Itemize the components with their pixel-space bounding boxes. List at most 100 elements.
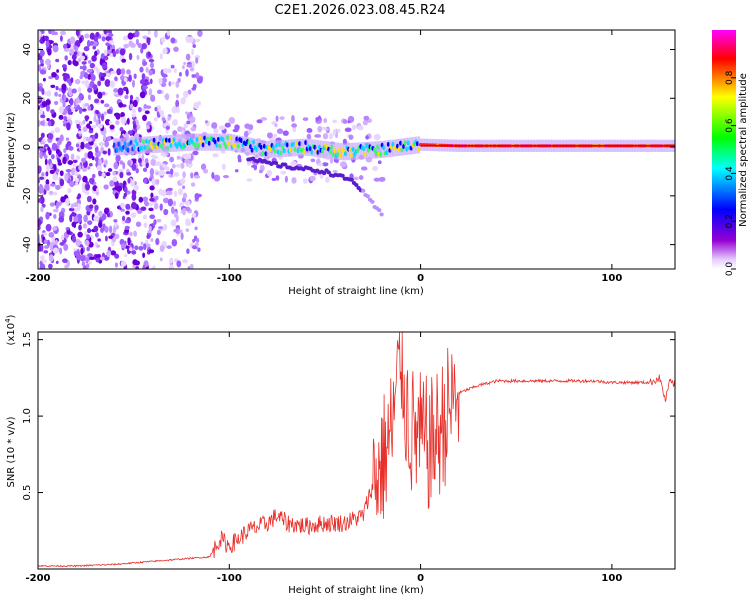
band-halo <box>162 135 165 153</box>
noise-speck <box>321 126 327 130</box>
band-halo <box>220 133 223 151</box>
noise-speck <box>43 239 48 244</box>
noise-speck <box>86 263 90 269</box>
noise-speck <box>86 195 92 203</box>
noise-speck <box>64 55 68 61</box>
noise-speck <box>69 180 75 188</box>
noise-speck <box>182 185 186 190</box>
noise-speck <box>100 99 105 104</box>
noise-speck <box>87 166 91 170</box>
band-halo <box>211 133 214 151</box>
noise-speck <box>130 212 137 218</box>
band-halo <box>407 137 410 155</box>
noise-speck <box>38 246 42 252</box>
noise-speck <box>101 36 106 42</box>
noise-speck <box>362 119 369 126</box>
noise-speck <box>158 226 164 230</box>
noise-speck <box>124 186 128 193</box>
noise-speck <box>189 67 195 72</box>
noise-speck <box>134 30 140 38</box>
noise-speck <box>135 221 142 227</box>
secondary-trace-point <box>349 177 354 182</box>
noise-speck <box>113 112 120 117</box>
noise-speck <box>47 120 52 127</box>
noise-speck <box>82 223 88 229</box>
noise-speck <box>136 54 140 60</box>
snr-plot-area <box>38 332 675 569</box>
noise-speck <box>175 106 180 114</box>
noise-speck <box>58 114 64 120</box>
noise-speck <box>119 171 124 179</box>
colorbar-tick-label: 0.2 <box>725 214 735 228</box>
noise-speck <box>154 30 158 38</box>
noise-speck <box>149 214 156 220</box>
noise-speck <box>185 111 189 115</box>
noise-speck <box>372 165 378 172</box>
noise-speck <box>48 30 52 35</box>
noise-speck <box>258 169 263 174</box>
noise-speck <box>58 106 64 114</box>
band-halo <box>124 137 127 155</box>
noise-speck <box>115 120 120 126</box>
noise-speck <box>141 73 146 81</box>
noise-speck <box>87 253 93 258</box>
noise-speck <box>149 78 153 85</box>
noise-speck <box>170 37 176 44</box>
noise-speck <box>175 214 179 223</box>
band-halo <box>384 140 387 158</box>
noise-speck <box>114 93 120 97</box>
band-halo <box>206 133 210 151</box>
noise-speck <box>45 171 49 177</box>
noise-speck <box>175 99 180 108</box>
noise-speck <box>167 198 174 207</box>
noise-speck <box>146 234 151 240</box>
noise-speck <box>103 134 107 142</box>
noise-speck <box>39 141 46 145</box>
noise-speck <box>50 154 55 160</box>
noise-speck <box>150 238 154 242</box>
snr-y-label: SNR (10 * v/v) <box>6 416 17 487</box>
noise-speck <box>177 188 183 196</box>
noise-speck <box>106 212 111 218</box>
noise-speck <box>47 133 54 140</box>
noise-speck <box>347 120 351 124</box>
noise-speck <box>193 102 200 110</box>
noise-speck <box>82 103 86 107</box>
noise-speck <box>70 203 74 209</box>
secondary-trace-point <box>370 199 375 204</box>
noise-speck <box>163 208 169 216</box>
band-halo <box>171 134 174 152</box>
spectrogram-x-tick-label: -200 <box>25 273 50 284</box>
noise-speck <box>275 115 279 122</box>
noise-speck <box>128 74 132 83</box>
noise-speck <box>69 48 75 55</box>
noise-speck <box>115 48 119 55</box>
noise-speck <box>60 30 67 36</box>
secondary-trace-point <box>326 170 331 175</box>
noise-speck <box>86 68 93 73</box>
noise-speck <box>72 235 77 243</box>
noise-speck <box>75 99 79 106</box>
colorbar-label: Normalized spectral amplitude <box>738 73 749 227</box>
noise-speck <box>40 114 46 119</box>
noise-speck <box>291 123 298 128</box>
band-halo <box>173 134 176 152</box>
noise-speck <box>184 200 191 206</box>
noise-speck <box>63 123 67 127</box>
noise-speck <box>143 104 148 109</box>
noise-speck <box>148 69 153 76</box>
band-halo <box>142 136 145 154</box>
noise-speck <box>194 242 199 247</box>
band-halo <box>405 137 409 155</box>
snr-x-tick-label: 0 <box>417 573 424 584</box>
noise-speck <box>185 228 190 232</box>
band-halo <box>361 142 364 160</box>
noise-speck <box>291 114 295 122</box>
noise-speck <box>50 241 56 246</box>
noise-speck <box>48 40 54 45</box>
noise-speck <box>141 43 147 50</box>
noise-speck <box>135 38 139 46</box>
noise-speck <box>40 206 44 213</box>
noise-speck <box>332 119 338 124</box>
snr-x-tick-label: -200 <box>25 573 50 584</box>
